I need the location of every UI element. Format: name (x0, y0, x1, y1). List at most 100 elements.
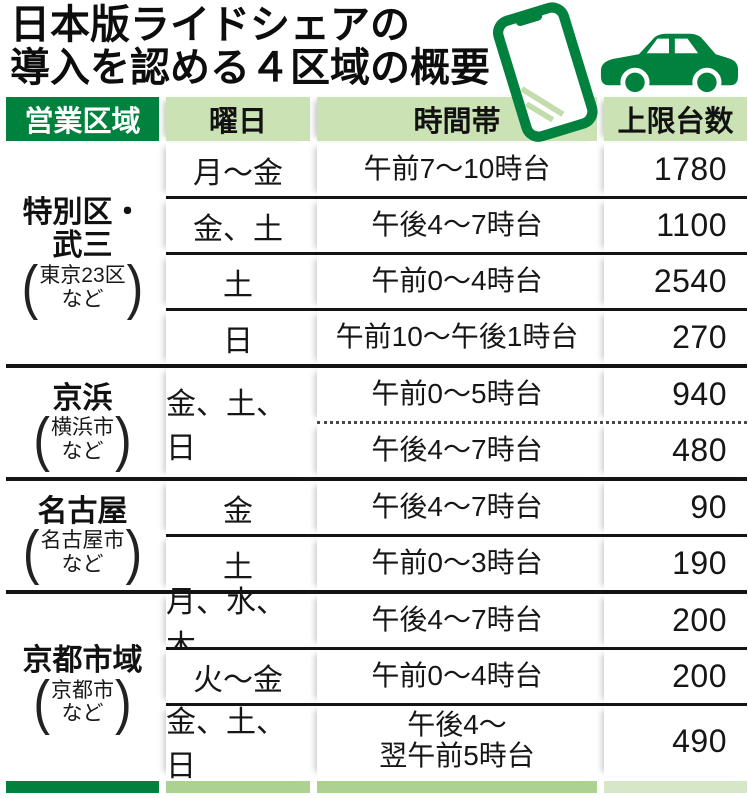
footer-strip-area (6, 781, 159, 793)
table-row: 月～金 午前7～10時台 1780 (166, 143, 747, 196)
table-row: 土 午前0～4時台 2540 (166, 252, 747, 308)
table-row: 日 午前10～午後1時台 270 (166, 308, 747, 364)
time-cell: 午前0～3時台 (317, 537, 597, 590)
table-row: 午後4～7時台 480 (317, 421, 747, 477)
day-cell: 月、水、木 (166, 586, 310, 663)
smartphone-icon (486, 0, 606, 152)
header-day-of-week: 曜日 (166, 97, 310, 141)
note-text: 京都市 など (51, 679, 114, 726)
note-text: 東京23区 など (39, 264, 125, 311)
note-text: 横浜市 など (51, 416, 114, 463)
footer-strip-time (317, 781, 597, 793)
table-header-row: 営業区域 曜日 時間帯 上限台数 (6, 97, 747, 141)
time-cell: 午前0～5時台 (317, 368, 597, 421)
car-icon-svg (600, 33, 739, 97)
day-cell: 日 (166, 311, 310, 364)
area-note: ( 名古屋市 など ) (22, 522, 143, 582)
area-name: 名古屋 (37, 494, 128, 528)
limit-cell: 200 (604, 650, 747, 703)
note-paren-close: ) (115, 668, 132, 736)
note-line1: 横浜市 (51, 416, 114, 440)
area-group-kyoto: 京都市域 ( 京都市 など ) 月、水、木 午後4～7時台 200 火 (6, 586, 747, 783)
limit-cell: 490 (604, 706, 747, 776)
area-label-kyoto: 京都市域 ( 京都市 など ) (6, 594, 159, 776)
time-cell: 午前0～4時台 (317, 650, 597, 703)
note-paren-open: ( (22, 518, 40, 586)
time-cell: 午後4～7時台 (317, 424, 597, 477)
table-row: 午前0～5時台 940 (317, 368, 747, 421)
table-row: 金 午後4～7時台 90 (166, 481, 747, 534)
table-row: 金、土 午後4～7時台 1100 (166, 196, 747, 252)
area-note: ( 東京23区 など ) (21, 257, 145, 317)
footer-strips (6, 781, 747, 793)
group-rows: 月、水、木 午後4～7時台 200 火～金 午前0～4時台 200 金、土、日 … (166, 586, 747, 783)
header-vehicle-limit: 上限台数 (604, 97, 747, 141)
time-limit-stack: 午前0～5時台 940 午後4～7時台 480 (317, 368, 747, 477)
merged-day-row: 金、土、日 午前0～5時台 940 午後4～7時台 480 (166, 368, 747, 477)
time-cell: 午後4～7時台 (317, 199, 597, 252)
table-row: 月、水、木 午後4～7時台 200 (166, 586, 747, 663)
limit-cell: 190 (604, 537, 747, 590)
area-label-keihin: 京浜 ( 横浜市 など ) (6, 368, 159, 477)
day-cell: 金、土 (166, 199, 310, 252)
note-text: 名古屋市 など (41, 529, 125, 576)
time-cell: 午後4～ 翌午前5時台 (317, 706, 597, 776)
area-label-tokubetsuku: 特別区・ 武三 ( 東京23区 など ) (6, 143, 159, 364)
table-row: 火～金 午前0～4時台 200 (166, 647, 747, 703)
time-cell: 午前7～10時台 (317, 143, 597, 196)
page-title-line1: 日本版ライドシェアの (10, 3, 410, 47)
note-line2: など (61, 552, 104, 576)
area-note: ( 横浜市 など ) (32, 409, 132, 469)
limit-cell: 940 (604, 368, 747, 421)
day-cell: 月～金 (166, 143, 310, 196)
group-rows: 月～金 午前7～10時台 1780 金、土 午後4～7時台 1100 土 午前0… (166, 143, 747, 364)
day-cell: 火～金 (166, 650, 310, 703)
note-paren-open: ( (21, 253, 39, 321)
limit-cell: 200 (604, 594, 747, 647)
day-cell: 土 (166, 255, 310, 308)
time-cell: 午前0～4時台 (317, 255, 597, 308)
time-cell: 午前10～午後1時台 (317, 311, 597, 364)
note-paren-close: ) (125, 518, 143, 586)
note-line2: など (61, 702, 104, 726)
footer-strip-day (166, 781, 310, 793)
day-cell: 土 (166, 537, 310, 590)
note-paren-open: ( (33, 668, 50, 736)
note-paren-open: ( (33, 405, 50, 473)
area-name: 京浜 (52, 381, 113, 415)
day-cell-merged: 金、土、日 (166, 368, 310, 477)
header-business-area: 営業区域 (6, 97, 159, 141)
limit-cell: 90 (604, 481, 747, 534)
footer-strip-limit (604, 781, 747, 793)
area-group-nagoya: 名古屋 ( 名古屋市 など ) 金 午後4～7時台 90 土 (6, 477, 747, 590)
note-line1: 名古屋市 (40, 529, 125, 553)
page-title-line2: 導入を認める４区域の概要 (10, 46, 490, 91)
table-row: 土 午前0～3時台 190 (166, 534, 747, 590)
day-cell: 金 (166, 481, 310, 534)
smartphone-icon-svg (492, 2, 598, 142)
note-line2: など (61, 287, 104, 311)
limit-cell: 1100 (604, 199, 747, 252)
note-line1: 東京23区 (39, 264, 126, 288)
group-rows: 金、土、日 午前0～5時台 940 午後4～7時台 480 (166, 368, 747, 477)
area-label-nagoya: 名古屋 ( 名古屋市 など ) (6, 481, 159, 590)
area-group-keihin: 京浜 ( 横浜市 など ) 金、土、日 午前0～5時台 940 (6, 364, 747, 477)
limit-cell: 2540 (604, 255, 747, 308)
area-name: 京都市域 (22, 644, 143, 678)
limit-cell: 270 (604, 311, 747, 364)
time-cell: 午後4～7時台 (317, 481, 597, 534)
area-name: 特別区・ 武三 (22, 195, 143, 263)
note-paren-close: ) (115, 405, 132, 473)
note-line2: など (61, 439, 104, 463)
page-title: 日本版ライドシェアの 導入を認める４区域の概要 (10, 3, 490, 91)
car-icon (596, 26, 742, 101)
table-row: 金、土、日 午後4～ 翌午前5時台 490 (166, 703, 747, 783)
note-line1: 京都市 (51, 678, 114, 702)
rideshare-table: 営業区域 曜日 時間帯 上限台数 特別区・ 武三 ( 東京23区 など ) (6, 97, 747, 793)
limit-cell: 480 (604, 424, 747, 477)
day-cell: 金、土、日 (166, 706, 310, 783)
area-group-tokubetsuku: 特別区・ 武三 ( 東京23区 など ) 月～金 午前7～10時台 1780 (6, 143, 747, 364)
group-rows: 金 午後4～7時台 90 土 午前0～3時台 190 (166, 481, 747, 590)
note-paren-close: ) (126, 253, 144, 321)
